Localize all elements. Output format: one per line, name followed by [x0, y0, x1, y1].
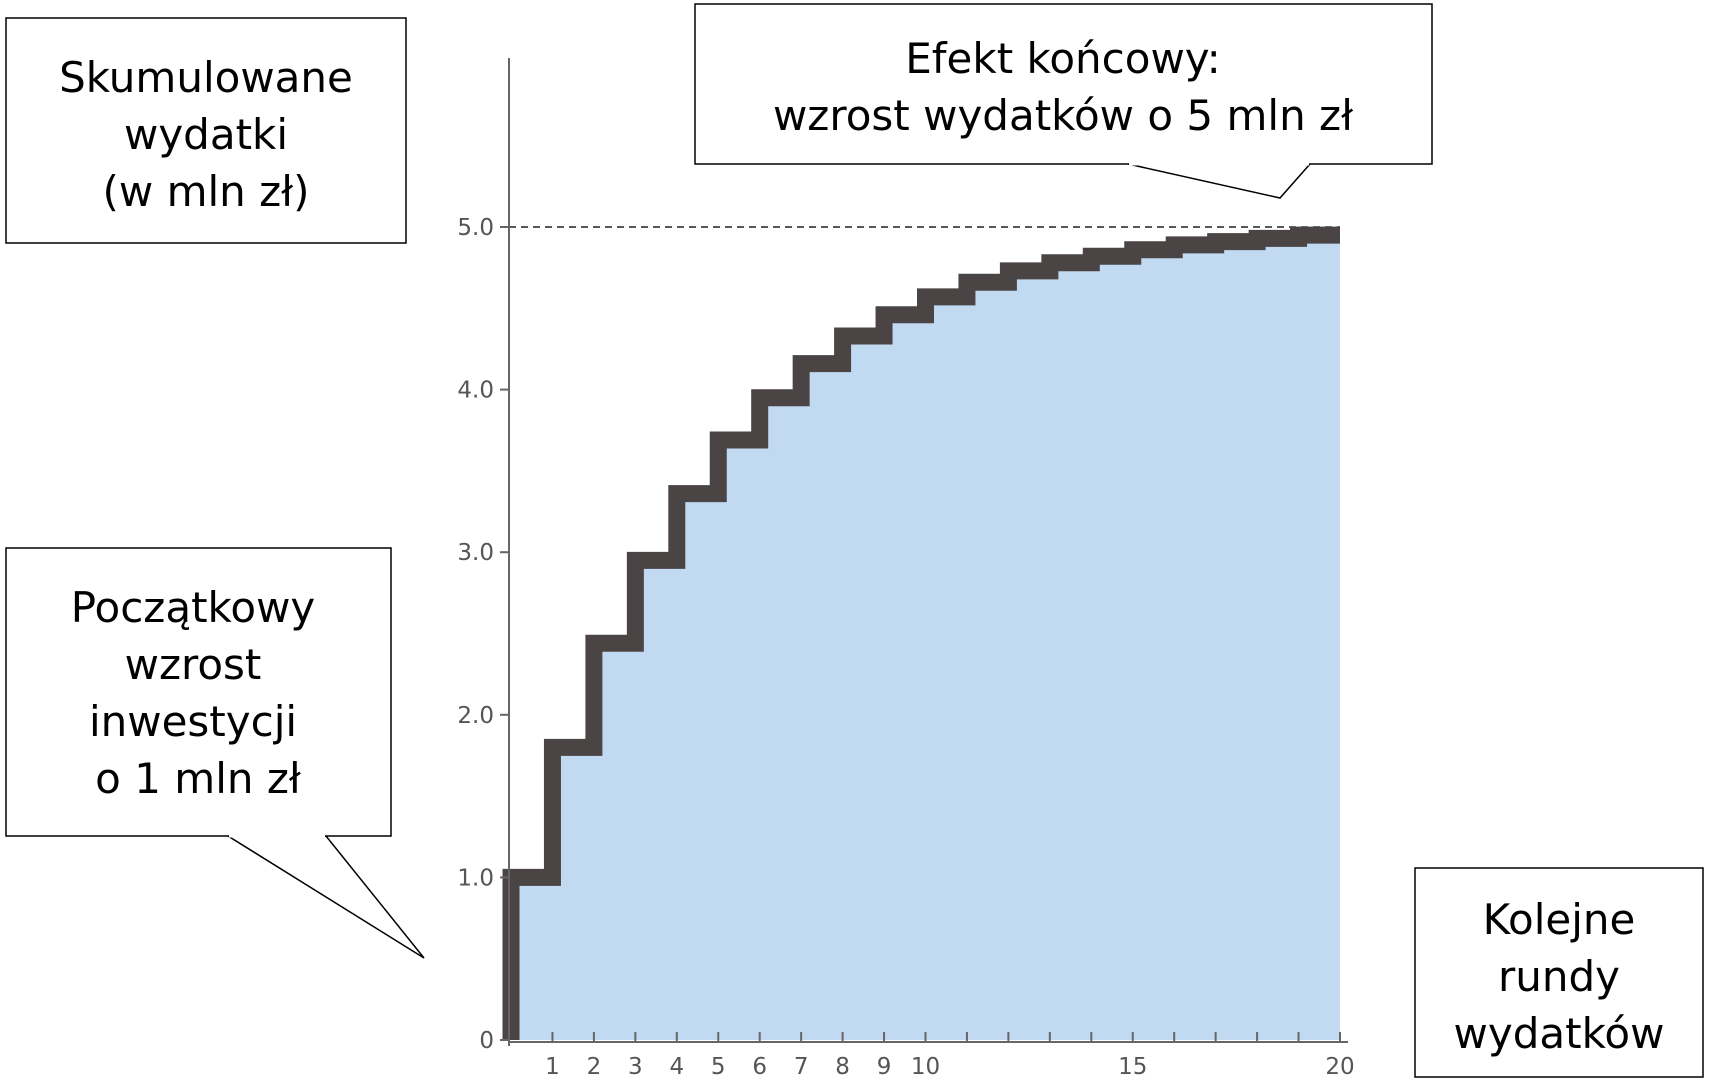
x-tick-label: 20 [1325, 1054, 1354, 1080]
ylabel-line-3: (w mln zł) [102, 167, 309, 216]
cumulative-area-fill [511, 235, 1340, 1040]
initial-line-4: o 1 mln zł [95, 754, 301, 803]
ylabel-box: Skumulowane wydatki (w mln zł) [5, 17, 407, 244]
final-line-2: wzrost wydatków o 5 mln zł [773, 91, 1353, 140]
x-tick-label: 2 [587, 1054, 602, 1080]
x-tick-label: 10 [911, 1054, 940, 1080]
x-tick-label: 15 [1118, 1054, 1147, 1080]
y-tick-label: 5.0 [457, 215, 494, 241]
x-tick-label: 5 [711, 1054, 726, 1080]
x-tick-label: 7 [794, 1054, 809, 1080]
y-tick-label: 4.0 [457, 378, 494, 404]
x-tick-label: 9 [877, 1054, 892, 1080]
final-effect-callout: Efekt końcowy: wzrost wydatków o 5 mln z… [694, 3, 1433, 199]
xlabel-box: Kolejne rundy wydatków [1414, 867, 1704, 1078]
initial-line-1: Początkowy [71, 583, 316, 632]
x-tick-label: 6 [752, 1054, 767, 1080]
x-tick-label: 1 [545, 1054, 560, 1080]
x-tick-label: 4 [669, 1054, 684, 1080]
xlabel-line-3: wydatków [1454, 1009, 1665, 1058]
x-ticks: 1 2 3 4 5 6 7 8 9 10 15 20 [545, 1032, 1355, 1080]
y-tick-label: 3.0 [457, 540, 494, 566]
y-tick-label: 0 [479, 1028, 494, 1054]
y-tick-label: 2.0 [457, 703, 494, 729]
cumulative-step-line [502, 226, 1340, 1040]
initial-line-2: wzrost [125, 640, 262, 689]
plot-area: 0 1.0 2.0 3.0 4.0 5.0 1 2 3 4 5 6 7 8 9 10 15 20 [457, 58, 1355, 1080]
y-tick-label: 1.0 [457, 865, 494, 891]
x-tick-label: 3 [628, 1054, 643, 1080]
xlabel-line-2: rundy [1498, 952, 1620, 1001]
initial-increase-callout: Początkowy wzrost inwestycji o 1 mln zł [5, 547, 425, 959]
ylabel-line-2: wydatki [124, 110, 288, 159]
y-ticks: 0 1.0 2.0 3.0 4.0 5.0 [457, 215, 509, 1054]
initial-line-3: inwestycji [89, 697, 297, 746]
ylabel-line-1: Skumulowane [59, 53, 353, 102]
x-tick-label: 8 [835, 1054, 850, 1080]
xlabel-line-1: Kolejne [1483, 895, 1636, 944]
final-line-1: Efekt końcowy: [905, 34, 1221, 83]
